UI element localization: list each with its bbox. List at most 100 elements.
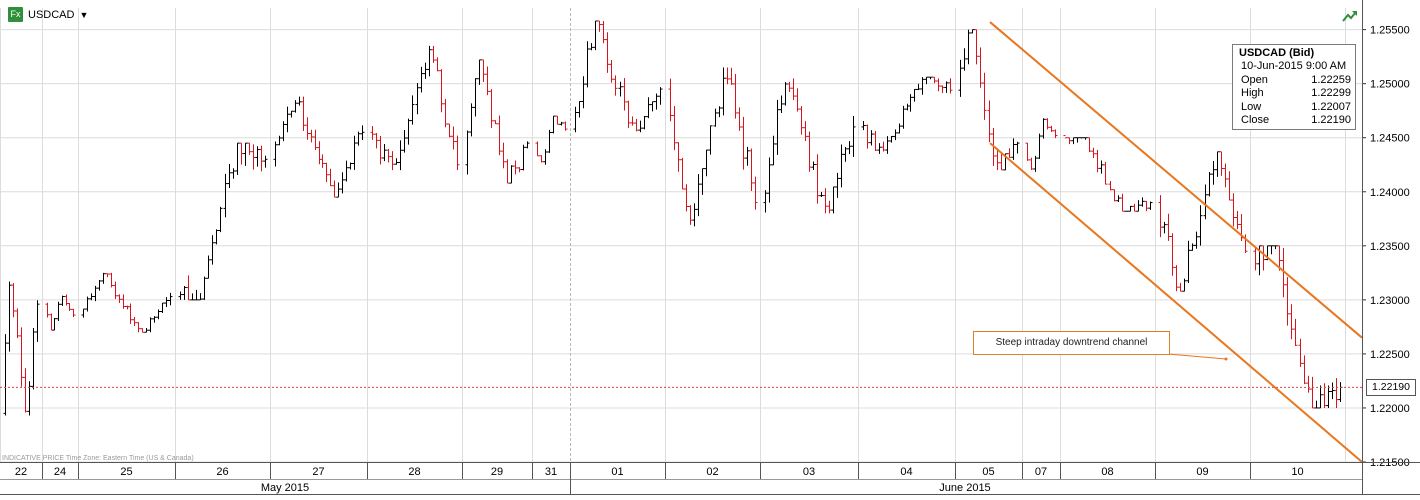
ohlc-bar [195, 290, 199, 300]
ohlc-bar [149, 317, 153, 332]
ohlc-bar [345, 161, 349, 182]
ohlc-bar [669, 79, 673, 122]
month-label: June 2015 [939, 482, 990, 494]
ohlc-bar [310, 130, 314, 143]
symbol-dropdown-icon[interactable]: ▼ [79, 10, 88, 20]
ohlc-bar [685, 184, 689, 211]
ohlc-bar [1145, 201, 1149, 211]
ohlc-bar [862, 121, 866, 130]
ohlc-bar [635, 119, 639, 131]
ohlc-bar [701, 169, 705, 195]
ohlc-bar [1026, 143, 1030, 161]
ohlc-bar [498, 115, 502, 155]
x-tick-label: 27 [312, 466, 324, 478]
channel-annotation[interactable]: Steep intraday downtrend channel [973, 331, 1170, 355]
ohlc-bar [407, 119, 411, 145]
ohlc-bar [971, 30, 975, 34]
ohlc-bar [211, 235, 215, 265]
ohlc-bar [780, 96, 784, 113]
ohlc-bar [82, 309, 86, 318]
ohlc-bar [1072, 138, 1076, 144]
ohlc-bar [183, 286, 187, 300]
fx-badge-icon: Fx [8, 7, 23, 22]
ohlc-bar [594, 21, 598, 50]
ohlc-bar [1294, 319, 1298, 346]
ohlc-bar [129, 304, 133, 324]
ohlc-bar [1339, 382, 1343, 402]
ohlc-bar [552, 116, 556, 133]
ohlc-bar [718, 106, 722, 117]
ohlc-bar [456, 136, 460, 171]
ohlc-bar [979, 47, 983, 87]
ohlc-bar [1319, 386, 1323, 408]
ohlc-bar [306, 117, 310, 140]
ohlc-bar [1117, 195, 1121, 202]
channel-lower-line [990, 143, 1362, 462]
ohlc-bar [325, 163, 329, 182]
ohlc-bar [1331, 383, 1335, 400]
ohlc-bar [215, 229, 219, 244]
ohlc-bar [321, 154, 325, 168]
ohlc-bar [470, 103, 474, 136]
ohlc-bar [240, 143, 244, 165]
ohlc-bar [606, 32, 610, 73]
ohlc-bar [536, 142, 540, 156]
ohlc-bar [1220, 152, 1224, 176]
ohlc-bar [623, 78, 627, 110]
ohlc-bar [1327, 386, 1331, 408]
ohlc-bar [1159, 195, 1163, 237]
ohlc-bar [975, 30, 979, 65]
ohlc-bar [1315, 401, 1319, 408]
y-tick-label: 1.25500 [1370, 25, 1410, 37]
x-tick-label: 10 [1291, 466, 1303, 478]
ohlc-bar [1100, 160, 1104, 173]
ohlc-bar [921, 77, 925, 95]
ohlc-bar [1096, 150, 1100, 172]
y-tick-label: 1.23000 [1370, 295, 1410, 307]
ohlc-bar [191, 293, 195, 299]
ohlc-bar [466, 131, 470, 175]
ohlc-bar [1290, 304, 1294, 339]
ohlc-bar [252, 144, 256, 169]
ohlc-bar [840, 145, 844, 188]
ohlc-bar [387, 149, 391, 162]
ohlc-bar [502, 143, 506, 169]
symbol-label[interactable]: USDCAD [28, 9, 74, 21]
ohlc-bar [383, 144, 387, 161]
trend-up-icon[interactable] [1342, 9, 1358, 23]
ohlc-bar [68, 303, 72, 311]
ohlc-bar [1109, 181, 1113, 190]
ohlc-bar [1183, 279, 1187, 292]
ohlc-bar [844, 147, 848, 162]
ohlc-bar [187, 275, 191, 299]
ohlc-bar [141, 328, 145, 332]
ohlc-bar [161, 303, 165, 313]
x-tick-label: 03 [803, 466, 815, 478]
ohlc-bar [564, 121, 568, 130]
ohlc-bar [792, 78, 796, 100]
overlays [0, 22, 1362, 462]
ohlc-bar [1216, 152, 1220, 177]
ohlc-bar [486, 67, 490, 96]
ohlc-bar [102, 273, 106, 284]
ohlc-bar [598, 21, 602, 32]
ohlc-bar [631, 117, 635, 126]
ohlc-bar [482, 60, 486, 82]
ohlc-bar [730, 68, 734, 85]
annotation-anchor [1225, 358, 1228, 361]
ohlc-bar [1303, 355, 1307, 384]
ohlc-bar [820, 192, 824, 197]
y-tick-label: 1.22000 [1370, 403, 1410, 415]
ohlc-bar [122, 295, 126, 309]
ohlc-bar [1311, 377, 1315, 408]
ohlc-bar [886, 136, 890, 154]
ohlc-bar [1274, 246, 1278, 249]
x-tick-label: 26 [216, 466, 228, 478]
ohlc-bar [929, 77, 933, 79]
ohlc-bar [1034, 156, 1038, 172]
ohlc-bar [510, 165, 514, 183]
ohlc-bar [578, 101, 582, 117]
